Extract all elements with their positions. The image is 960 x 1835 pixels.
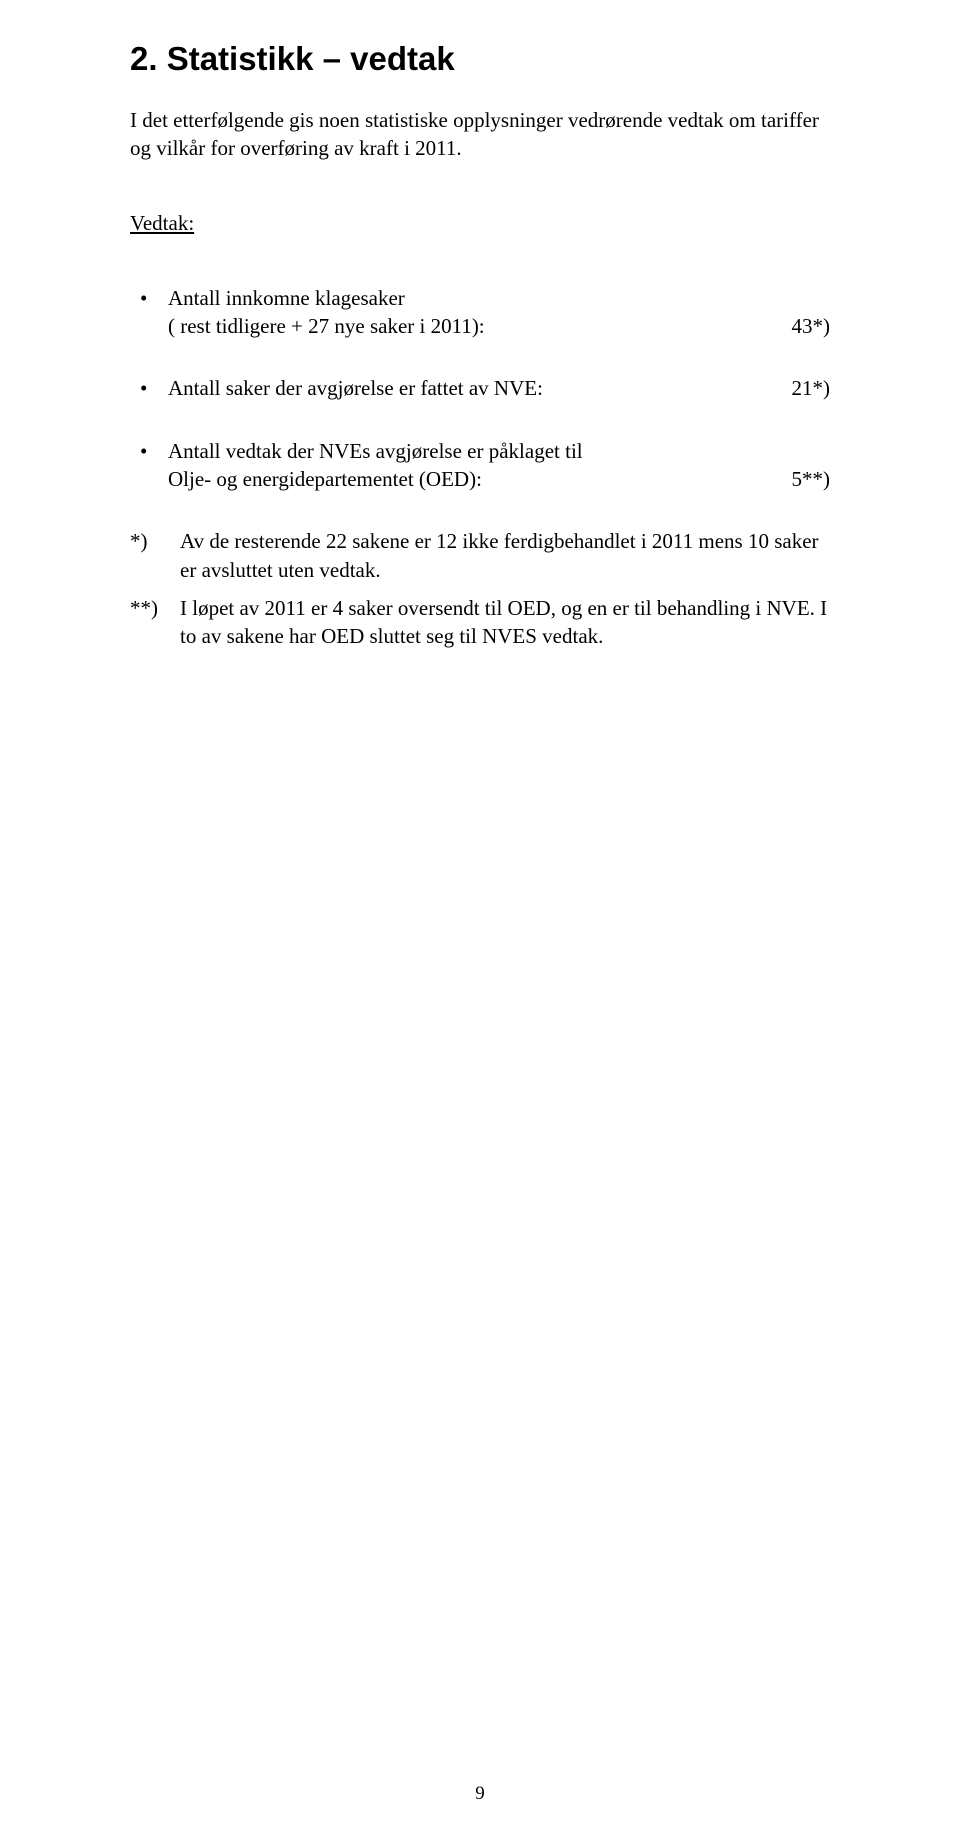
bullet-line1: Antall vedtak der NVEs avgjørelse er påk… <box>168 437 830 465</box>
bullet-line1: Antall innkomne klagesaker <box>168 284 830 312</box>
bullet-row: Antall saker der avgjørelse er fattet av… <box>168 374 830 402</box>
intro-paragraph: I det etterfølgende gis noen statistiske… <box>130 106 830 163</box>
page-container: 2. Statistikk – vedtak I det etterfølgen… <box>0 0 960 1835</box>
footnotes: *) Av de resterende 22 sakene er 12 ikke… <box>130 527 830 650</box>
list-item: Antall innkomne klagesaker ( rest tidlig… <box>168 284 830 341</box>
bullet-row: Olje- og energidepartementet (OED): 5**) <box>168 465 830 493</box>
bullet-value: 43*) <box>760 312 830 340</box>
bullet-row: ( rest tidligere + 27 nye saker i 2011):… <box>168 312 830 340</box>
footnote: *) Av de resterende 22 sakene er 12 ikke… <box>130 527 830 584</box>
list-item: Antall saker der avgjørelse er fattet av… <box>168 374 830 402</box>
footnote-mark: **) <box>130 594 180 651</box>
page-number: 9 <box>0 1783 960 1805</box>
bullet-line1: Antall saker der avgjørelse er fattet av… <box>168 374 760 402</box>
bullet-list: Antall innkomne klagesaker ( rest tidlig… <box>130 284 830 494</box>
vedtak-label: Vedtak: <box>130 211 830 236</box>
bullet-line2: ( rest tidligere + 27 nye saker i 2011): <box>168 312 760 340</box>
bullet-value: 21*) <box>760 374 830 402</box>
footnote-text: Av de resterende 22 sakene er 12 ikke fe… <box>180 527 830 584</box>
page-heading: 2. Statistikk – vedtak <box>130 40 830 78</box>
footnote: **) I løpet av 2011 er 4 saker oversendt… <box>130 594 830 651</box>
footnote-text: I løpet av 2011 er 4 saker oversendt til… <box>180 594 830 651</box>
bullet-value: 5**) <box>760 465 830 493</box>
footnote-mark: *) <box>130 527 180 584</box>
list-item: Antall vedtak der NVEs avgjørelse er påk… <box>168 437 830 494</box>
bullet-line2: Olje- og energidepartementet (OED): <box>168 465 760 493</box>
